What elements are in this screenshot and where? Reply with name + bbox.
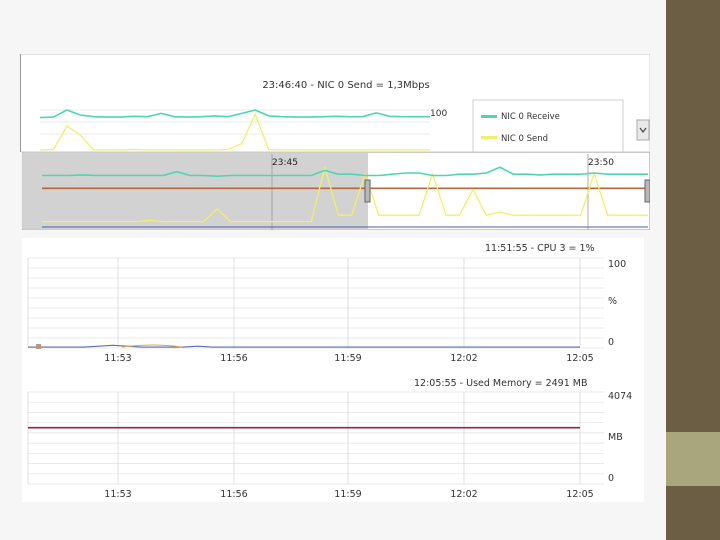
overview-time-label: 23:45 xyxy=(272,158,298,168)
cpu-minor-series xyxy=(121,344,183,348)
memory-y-label-min: 0 xyxy=(608,473,614,484)
chevron-down-icon[interactable] xyxy=(639,127,647,133)
x-tick-label: 11:56 xyxy=(220,353,247,364)
side-decoration-block xyxy=(666,432,720,486)
selection-handle-right[interactable] xyxy=(644,179,650,203)
cpu-x-axis: 11:53 11:56 11:59 12:02 12:05 xyxy=(104,353,593,364)
legend-swatch-send xyxy=(481,136,497,139)
cpu-chart-title: 11:51:55 - CPU 3 = 1% xyxy=(485,243,595,254)
memory-x-axis: 11:53 11:56 11:59 12:02 12:05 xyxy=(104,489,593,500)
x-tick-label: 11:56 xyxy=(220,489,247,500)
x-tick-label: 11:59 xyxy=(334,353,361,364)
nic-overview-chart: 23:45 23:50 xyxy=(22,152,650,230)
legend-swatch-receive xyxy=(481,115,497,118)
selection-handle-left[interactable] xyxy=(364,179,371,203)
x-tick-label: 12:02 xyxy=(450,353,477,364)
memory-grid xyxy=(27,391,604,485)
nic-y-max-label: 100 xyxy=(430,109,447,119)
series-line-nic-receive xyxy=(39,109,430,119)
series-line-nic-send xyxy=(39,113,430,151)
nic-legend: NIC 0 Receive NIC 0 Send xyxy=(472,99,624,152)
cpu-y-label-max: 100 xyxy=(608,259,626,270)
series-line-nic-receive xyxy=(42,166,648,178)
memory-chart-title: 12:05:55 - Used Memory = 2491 MB xyxy=(414,378,587,389)
cpu-y-label-min: 0 xyxy=(608,337,614,348)
cpu-chart: 11:51:55 - CPU 3 = 1% 100 % 0 11:53 11:56… xyxy=(22,238,644,370)
overview-unselected-region xyxy=(23,153,368,229)
x-tick-label: 12:05 xyxy=(566,353,593,364)
nic-chart-title: 23:46:40 - NIC 0 Send = 1,3Mbps xyxy=(262,80,429,91)
nic-plot-area xyxy=(39,109,430,151)
cpu-y-label-unit: % xyxy=(608,296,617,307)
x-tick-label: 11:59 xyxy=(334,489,361,500)
legend-item-receive: NIC 0 Receive xyxy=(501,112,560,122)
legend-item-send: NIC 0 Send xyxy=(501,134,548,144)
series-line-nic-send xyxy=(42,166,648,223)
memory-y-label-unit: MB xyxy=(608,432,623,443)
cpu-start-marker xyxy=(36,344,41,349)
overview-time-label: 23:50 xyxy=(588,158,614,168)
memory-chart: 12:05:55 - Used Memory = 2491 MB 4074 MB… xyxy=(22,370,644,502)
x-tick-label: 12:05 xyxy=(566,489,593,500)
memory-y-label-max: 4074 xyxy=(608,391,632,402)
x-tick-label: 11:53 xyxy=(104,353,131,364)
overview-plot-area xyxy=(42,166,648,228)
x-tick-label: 11:53 xyxy=(104,489,131,500)
nic-grid xyxy=(40,109,430,135)
cpu-plot-area xyxy=(28,344,580,348)
nic-network-chart: 23:46:40 - NIC 0 Send = 1,3Mbps 100 NIC … xyxy=(20,54,650,152)
x-tick-label: 12:02 xyxy=(450,489,477,500)
series-line-cpu xyxy=(28,344,580,348)
cpu-grid xyxy=(27,257,604,349)
legend-scrollbar[interactable] xyxy=(636,119,650,141)
